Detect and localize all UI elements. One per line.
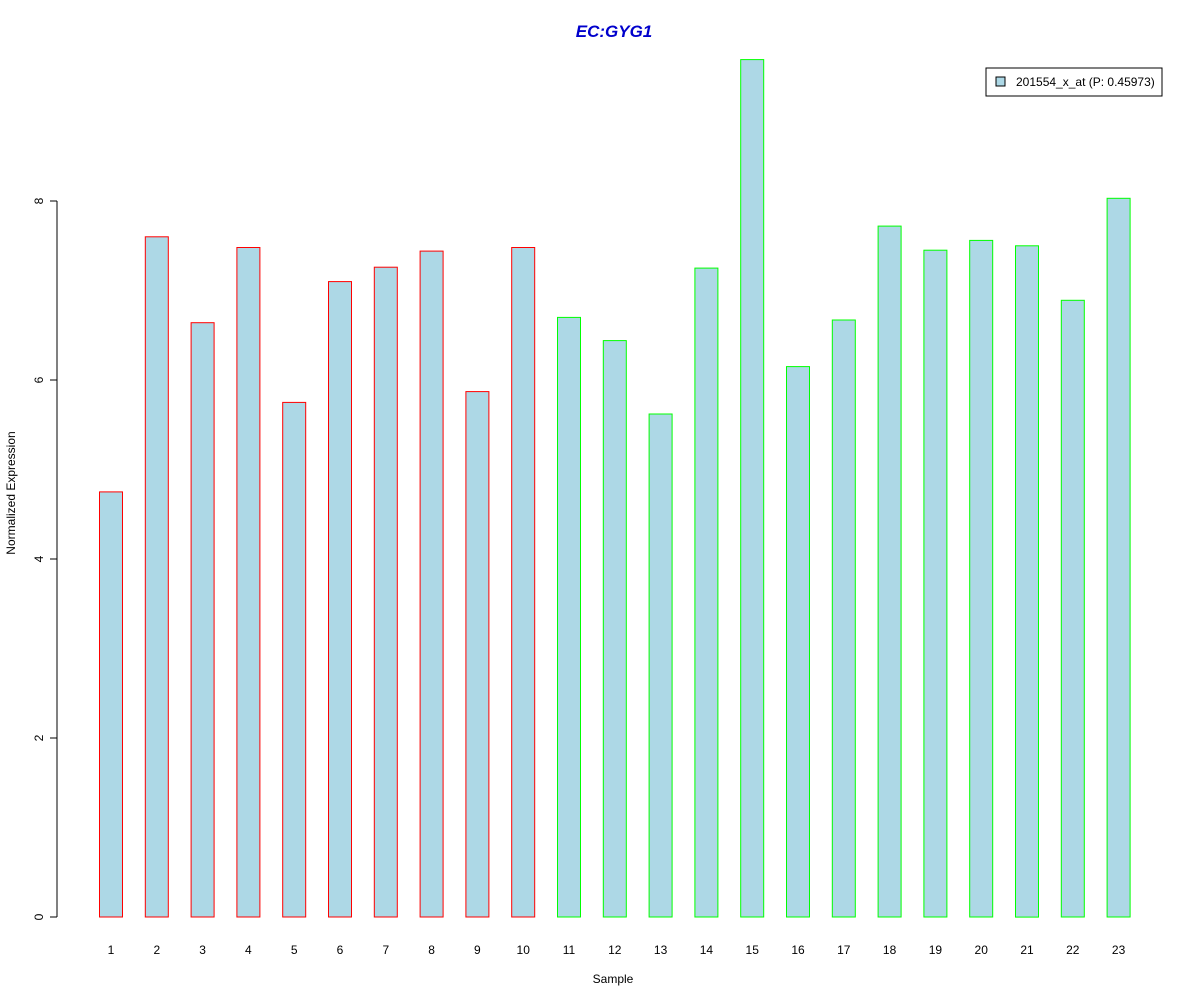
y-tick-label: 2 — [32, 734, 46, 741]
x-tick-label: 7 — [382, 943, 389, 957]
bar-sample-2 — [144, 236, 169, 918]
bar-sample-8 — [419, 250, 444, 918]
x-tick-label: 18 — [883, 943, 897, 957]
x-tick-label: 9 — [474, 943, 481, 957]
bar-sample-19 — [923, 249, 948, 918]
x-tick-label: 6 — [337, 943, 344, 957]
x-tick-label: 4 — [245, 943, 252, 957]
x-tick-label: 19 — [929, 943, 943, 957]
y-tick-label: 0 — [32, 913, 46, 920]
bar-sample-16 — [786, 366, 810, 918]
y-tick-label: 8 — [32, 197, 46, 204]
legend: 201554_x_at (P: 0.45973) — [985, 67, 1163, 97]
x-tick-label: 14 — [700, 943, 714, 957]
bar-sample-4 — [236, 247, 261, 918]
bar-sample-23 — [1106, 197, 1131, 918]
legend-box — [985, 67, 1163, 97]
x-tick-label: 21 — [1020, 943, 1034, 957]
x-tick-labels: 1 2 3 4 5 6 7 8 9 10 11 12 13 14 15 16 17 18 19 20 21 22 23 — [108, 943, 1126, 957]
bar-sample-18 — [877, 225, 902, 918]
x-tick-label: 11 — [563, 943, 576, 957]
y-tick-label: 4 — [32, 555, 46, 562]
x-tick-label: 10 — [517, 943, 531, 957]
x-tick-label: 22 — [1066, 943, 1080, 957]
bar-sample-6 — [328, 281, 352, 918]
bar-sample-11 — [557, 316, 581, 918]
y-axis-label: Normalized Expression — [4, 431, 18, 554]
bar-sample-10 — [511, 247, 536, 918]
bar-sample-13 — [648, 413, 673, 918]
bar-sample-20 — [969, 239, 994, 918]
x-tick-label: 8 — [428, 943, 435, 957]
x-axis-label: Sample — [593, 972, 634, 986]
bar-sample-15 — [740, 59, 765, 918]
x-tick-label: 3 — [199, 943, 206, 957]
bar-sample-7 — [373, 266, 398, 918]
x-tick-label: 5 — [291, 943, 298, 957]
bar-sample-1 — [99, 491, 123, 918]
x-tick-label: 17 — [837, 943, 851, 957]
legend-label: 201554_x_at (P: 0.45973) — [1016, 75, 1155, 89]
bar-sample-9 — [465, 391, 490, 918]
bar-sample-14 — [694, 267, 719, 918]
bar-sample-17 — [831, 319, 856, 918]
x-tick-label: 23 — [1112, 943, 1126, 957]
legend-swatch — [995, 76, 1006, 87]
bars-group — [99, 59, 1131, 918]
bar-sample-3 — [190, 322, 215, 918]
bar-sample-22 — [1060, 299, 1085, 918]
x-tick-label: 20 — [975, 943, 989, 957]
x-tick-label: 1 — [108, 943, 115, 957]
x-tick-label: 15 — [746, 943, 760, 957]
chart-title: EC:GYG1 — [576, 22, 653, 41]
y-tick-label: 6 — [32, 376, 46, 383]
x-tick-label: 12 — [608, 943, 622, 957]
x-tick-label: 16 — [791, 943, 805, 957]
bar-sample-21 — [1015, 245, 1039, 918]
y-axis: 0 2 4 6 8 — [32, 197, 58, 920]
x-tick-label: 13 — [654, 943, 668, 957]
bar-sample-5 — [282, 401, 307, 918]
bar-sample-12 — [602, 340, 627, 918]
x-tick-label: 2 — [153, 943, 160, 957]
